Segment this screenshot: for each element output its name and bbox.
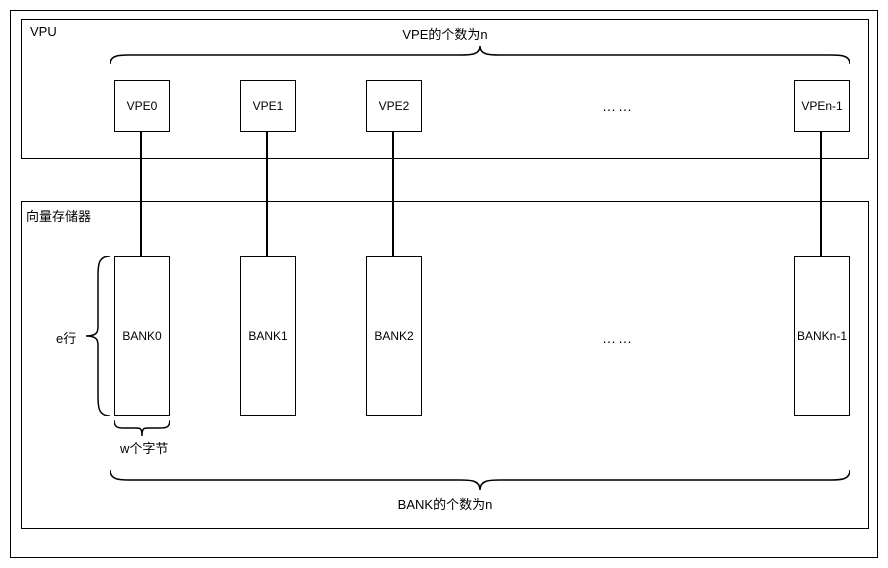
bank-label: BANK2 [374, 329, 413, 343]
brace-w-bytes [114, 420, 170, 436]
w-bytes-label: w个字节 [120, 438, 168, 457]
bank-label: BANK0 [122, 329, 161, 343]
vpe-count-label: VPE的个数为n [402, 24, 487, 43]
vpe-label: VPE0 [127, 99, 158, 113]
vpe-label: VPE2 [379, 99, 410, 113]
vpe-box-2: VPE2 [366, 80, 422, 132]
vpe-label: VPE1 [253, 99, 284, 113]
bank-box-1: BANK1 [240, 256, 296, 416]
bank-label: BANKn-1 [797, 329, 847, 343]
brace-e-rows [86, 256, 110, 416]
vpe-box-0: VPE0 [114, 80, 170, 132]
brace-top [110, 46, 850, 64]
vpu-container: VPU VPE的个数为n VPE0 VPE1 VPE2 …… VPEn-1 [21, 19, 869, 159]
vpe-box-n1: VPEn-1 [794, 80, 850, 132]
bank-label: BANK1 [248, 329, 287, 343]
vpe-ellipsis: …… [602, 98, 634, 114]
vpu-title: VPU [30, 24, 57, 39]
bank-box-0: BANK0 [114, 256, 170, 416]
brace-bank-count [110, 470, 850, 490]
vpe-box-1: VPE1 [240, 80, 296, 132]
vpe-label: VPEn-1 [801, 99, 842, 113]
vpe-row: VPE0 VPE1 VPE2 …… VPEn-1 [22, 80, 868, 136]
e-rows-label: e行 [56, 328, 76, 347]
diagram-canvas: VPU VPE的个数为n VPE0 VPE1 VPE2 …… VPEn-1 向量… [10, 10, 878, 558]
bank-count-label: BANK的个数为n [398, 494, 493, 513]
bank-ellipsis: …… [602, 330, 634, 346]
memory-title: 向量存储器 [26, 206, 91, 225]
bank-box-n1: BANKn-1 [794, 256, 850, 416]
bank-box-2: BANK2 [366, 256, 422, 416]
memory-container: 向量存储器 BANK0 BANK1 BANK2 …… BANKn-1 e行 w个… [21, 201, 869, 529]
